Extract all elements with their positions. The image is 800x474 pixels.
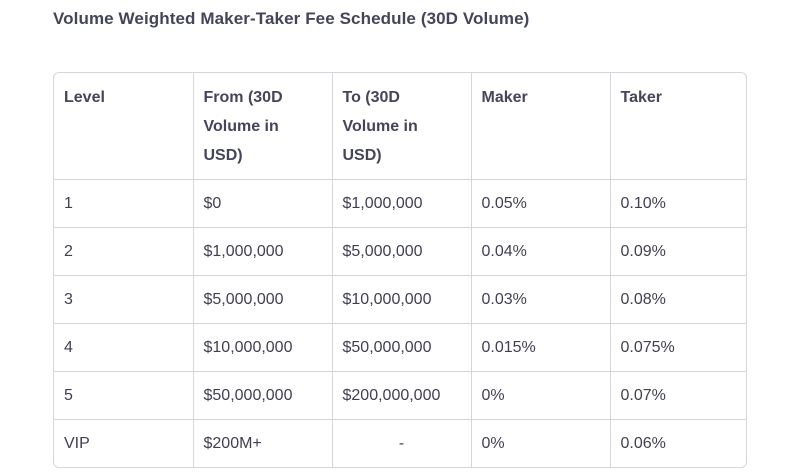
- header-to-volume: To (30D Volume in USD): [332, 73, 472, 180]
- cell-level: 5: [54, 371, 194, 420]
- cell-to: $1,000,000: [332, 179, 472, 228]
- header-maker: Maker: [471, 73, 611, 180]
- table-row: 4 $10,000,000 $50,000,000 0.015% 0.075%: [54, 323, 746, 372]
- cell-level: VIP: [54, 419, 194, 467]
- table-row: VIP $200M+ - 0% 0.06%: [54, 419, 746, 467]
- cell-maker: 0.015%: [471, 323, 611, 372]
- table-row: 2 $1,000,000 $5,000,000 0.04% 0.09%: [54, 227, 746, 276]
- header-taker: Taker: [610, 73, 746, 180]
- cell-from: $200M+: [193, 419, 333, 467]
- cell-taker: 0.09%: [610, 227, 746, 276]
- cell-from: $5,000,000: [193, 275, 333, 324]
- cell-taker: 0.10%: [610, 179, 746, 228]
- cell-maker: 0.05%: [471, 179, 611, 228]
- cell-from: $10,000,000: [193, 323, 333, 372]
- cell-maker: 0.03%: [471, 275, 611, 324]
- header-from-volume: From (30D Volume in USD): [193, 73, 333, 180]
- cell-to: -: [332, 419, 472, 467]
- table-header: Level From (30D Volume in USD) To (30D V…: [54, 73, 746, 180]
- cell-level: 3: [54, 275, 194, 324]
- table-row: 1 $0 $1,000,000 0.05% 0.10%: [54, 179, 746, 228]
- cell-from: $0: [193, 179, 333, 228]
- cell-maker: 0%: [471, 371, 611, 420]
- cell-to: $5,000,000: [332, 227, 472, 276]
- cell-maker: 0%: [471, 419, 611, 467]
- table-row: 5 $50,000,000 $200,000,000 0% 0.07%: [54, 371, 746, 420]
- cell-to: $50,000,000: [332, 323, 472, 372]
- cell-to: $200,000,000: [332, 371, 472, 420]
- cell-level: 4: [54, 323, 194, 372]
- cell-level: 1: [54, 179, 194, 228]
- cell-to: $10,000,000: [332, 275, 472, 324]
- cell-taker: 0.07%: [610, 371, 746, 420]
- cell-level: 2: [54, 227, 194, 276]
- header-row: Level From (30D Volume in USD) To (30D V…: [54, 73, 746, 180]
- header-level: Level: [54, 73, 194, 180]
- cell-from: $1,000,000: [193, 227, 333, 276]
- cell-taker: 0.075%: [610, 323, 746, 372]
- table-body: 1 $0 $1,000,000 0.05% 0.10% 2 $1,000,000…: [54, 179, 746, 467]
- cell-taker: 0.06%: [620, 434, 666, 452]
- cell-from: $50,000,000: [193, 371, 333, 420]
- table-row: 3 $5,000,000 $10,000,000 0.03% 0.08%: [54, 275, 746, 324]
- cell-taker: 0.08%: [610, 275, 746, 324]
- page-title: Volume Weighted Maker-Taker Fee Schedule…: [53, 9, 530, 28]
- cell-maker: 0.04%: [471, 227, 611, 276]
- fee-schedule-table: Level From (30D Volume in USD) To (30D V…: [54, 73, 746, 467]
- fee-schedule-table-container: Level From (30D Volume in USD) To (30D V…: [53, 72, 747, 468]
